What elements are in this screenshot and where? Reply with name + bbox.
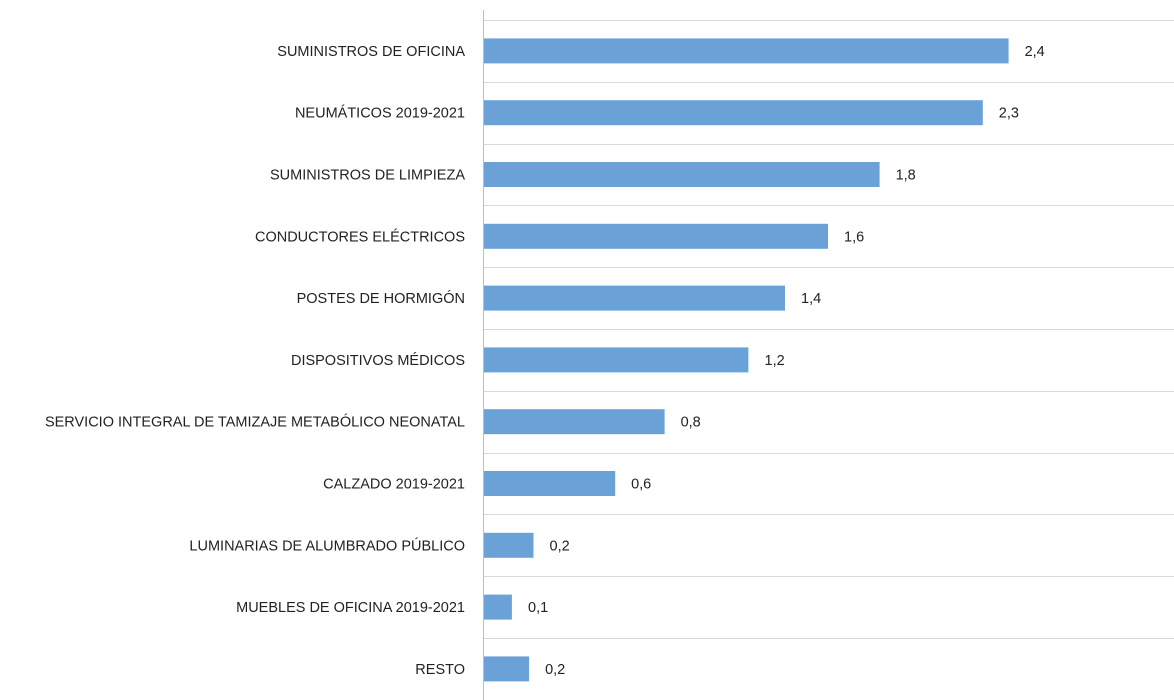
category-label: NEUMÁTICOS 2019-2021 — [295, 105, 465, 122]
bar — [484, 223, 828, 249]
bar — [484, 594, 512, 620]
data-label: 1,6 — [844, 229, 864, 245]
category-label: DISPOSITIVOS MÉDICOS — [291, 352, 465, 369]
category-label: RESTO — [415, 662, 465, 678]
category-label: SUMINISTROS DE OFICINA — [277, 44, 465, 60]
data-label: 1,8 — [896, 168, 916, 184]
data-label: 0,2 — [545, 662, 565, 678]
gridlines — [483, 20, 1174, 639]
data-label: 0,1 — [528, 600, 548, 616]
data-label: 0,2 — [550, 538, 570, 554]
data-label: 0,6 — [631, 477, 651, 493]
bar — [484, 532, 534, 558]
bars — [484, 38, 1009, 682]
data-label: 2,4 — [1025, 44, 1045, 60]
category-label: CALZADO 2019-2021 — [323, 477, 465, 493]
category-label: SUMINISTROS DE LIMPIEZA — [270, 168, 465, 184]
category-label: MUEBLES DE OFICINA 2019-2021 — [236, 600, 465, 616]
data-labels: 2,4 2,3 1,8 1,6 1,4 1,2 0,8 0,6 0,2 0,1 0,2 — [528, 44, 1045, 678]
bar — [484, 409, 665, 435]
data-label: 2,3 — [999, 106, 1019, 122]
data-label: 1,4 — [801, 291, 821, 307]
bar — [484, 100, 983, 126]
category-label: CONDUCTORES ELÉCTRICOS — [255, 228, 465, 245]
data-label: 1,2 — [765, 353, 785, 369]
category-label: SERVICIO INTEGRAL DE TAMIZAJE METABÓLICO… — [45, 414, 465, 431]
category-label: LUMINARIAS DE ALUMBRADO PÚBLICO — [189, 537, 465, 554]
bar — [484, 38, 1009, 64]
category-labels: SUMINISTROS DE OFICINA NEUMÁTICOS 2019-20… — [45, 44, 465, 678]
bar — [484, 285, 785, 311]
data-label: 0,8 — [681, 415, 701, 431]
bar — [484, 162, 880, 187]
bar — [484, 656, 530, 682]
category-label: POSTES DE HORMIGÓN — [297, 290, 465, 307]
bar — [484, 347, 749, 373]
bar — [484, 471, 616, 496]
